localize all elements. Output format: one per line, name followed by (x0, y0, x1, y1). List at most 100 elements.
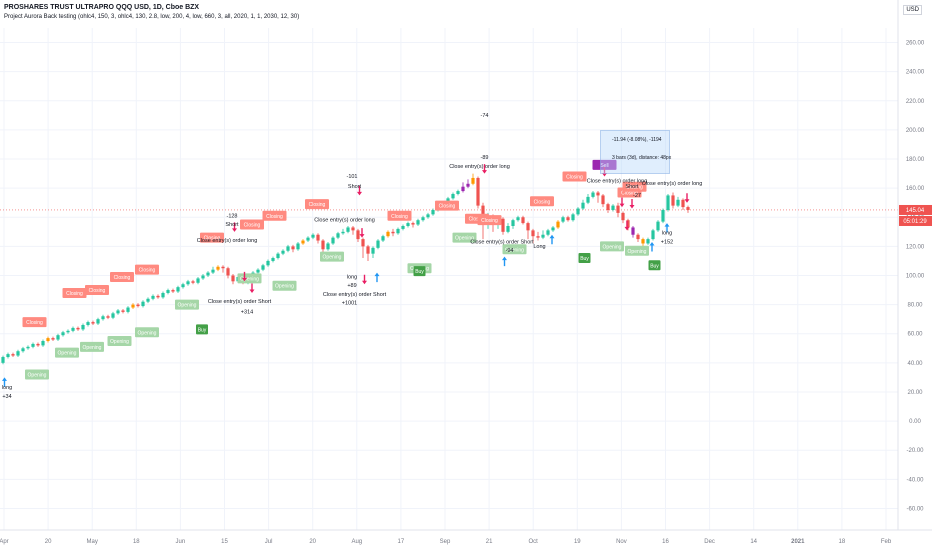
trade-label-text: Buy (650, 263, 659, 269)
candle-body (206, 272, 210, 276)
trade-label-text: Closing (626, 185, 643, 191)
candle-body (676, 199, 680, 206)
x-tick-label: Sep (440, 539, 451, 545)
trade-annotation: -128 (226, 213, 237, 219)
candle-body (171, 290, 175, 292)
trade-label-text: Closing (621, 191, 638, 197)
arrow-down-icon (242, 271, 247, 282)
candle-body (421, 217, 425, 221)
candle-body (461, 186, 465, 192)
y-tick-label: 220.00 (906, 99, 925, 105)
candle-body (101, 316, 105, 320)
trade-label-text: Opening (240, 276, 259, 282)
trade-label-text: Closing (534, 199, 551, 205)
candle-body (256, 269, 260, 273)
candle-body (56, 335, 60, 340)
candle-body (6, 354, 10, 358)
candle-body (606, 204, 610, 210)
trade-label-text: Opening (628, 249, 647, 255)
x-tick-label: Jun (176, 539, 186, 545)
x-tick-label: 16 (662, 539, 669, 545)
trade-label-text: Opening (603, 244, 622, 250)
trade-annotation: Close entry(s) order Short (470, 239, 534, 245)
signal-arrow-layer (2, 164, 690, 387)
candle-body (546, 230, 550, 235)
candle-body (336, 233, 340, 238)
last-price-badge (899, 204, 932, 215)
trade-annotation: +152 (661, 239, 673, 245)
price-axis[interactable]: 260.00240.00220.00200.00180.00160.00140.… (897, 0, 932, 530)
candle-body (446, 198, 450, 203)
trade-label-buy (196, 324, 208, 335)
trade-annotation: Close entry(s) order Short (323, 292, 387, 298)
x-tick-label: 15 (221, 539, 228, 545)
arrow-up-icon (2, 377, 7, 387)
trade-annotation: +89 (347, 283, 356, 289)
candle-body (656, 221, 660, 231)
candle-body (161, 292, 165, 298)
trade-label-text: Closing (89, 288, 106, 294)
candle-body (516, 217, 520, 221)
trade-label-text: Opening (28, 373, 47, 379)
trade-label-text: Closing (481, 218, 498, 224)
candle-body (321, 240, 325, 250)
candle-body (201, 275, 205, 279)
candle-body (231, 275, 235, 282)
trade-annotation: Close entry(s) order long (197, 238, 258, 244)
candle-body (41, 341, 45, 346)
trade-label-sell_label (22, 317, 47, 328)
candle-body (326, 243, 330, 250)
y-tick-label: 200.00 (906, 128, 925, 134)
candle-body (406, 223, 410, 226)
arrow-down-icon (629, 199, 635, 209)
candle-body (86, 322, 90, 325)
candle-body (426, 214, 430, 218)
candle-body (346, 227, 350, 232)
trade-label-text: Closing (66, 291, 83, 297)
candle-body (46, 338, 50, 342)
y-tick-label: 120.00 (906, 244, 925, 250)
measure-tooltip-line1: -11.94 (-8.08%), -1194 (612, 137, 662, 143)
trade-label-sell_label (305, 199, 329, 210)
indicator-legend[interactable]: Project Aurora Back testing (ohlc4, 150,… (4, 14, 300, 20)
candle-body (396, 228, 400, 234)
candle-body (351, 227, 355, 231)
candle-body (401, 226, 405, 229)
arrow-up-icon (649, 242, 655, 252)
candle-body (366, 246, 370, 254)
candle-body (36, 343, 40, 346)
candle-body (61, 332, 65, 336)
trade-annotation: -27 (633, 193, 641, 199)
trade-label-text: Closing (309, 202, 326, 208)
candle-body (186, 281, 190, 285)
arrow-down-icon (482, 164, 487, 174)
trade-label-text: Opening (83, 345, 102, 351)
x-tick-label: 20 (309, 539, 316, 545)
candle-body (71, 327, 75, 331)
candle-body (476, 177, 480, 206)
candle-body (96, 319, 100, 324)
candle-body (131, 304, 135, 308)
candle-body (586, 196, 590, 203)
trade-annotation: +34 (2, 394, 11, 400)
candle-body (281, 250, 285, 254)
candle-body (506, 226, 510, 232)
candle-body (556, 221, 560, 228)
trade-label-buy_faint (502, 244, 527, 255)
symbol-title[interactable]: PROSHARES TRUST ULTRAPRO QQQ USD, 1D, Cb… (4, 4, 200, 11)
candle-body (181, 284, 185, 288)
trade-annotation: Close entry(s) order long (642, 181, 703, 187)
candle-body (196, 278, 200, 283)
candle-body (681, 199, 685, 208)
time-axis[interactable]: Apr 20 May 18 Jun 15 Jul 20 Aug 17 Sep 21 Oct 19 Nov 16… (0, 529, 932, 545)
arrow-up-icon (664, 223, 670, 233)
trade-annotation: Close entry(s) order Short (208, 299, 272, 305)
x-tick-label: 19 (574, 539, 581, 545)
currency-label[interactable]: USD (903, 5, 922, 15)
trade-label-buy (648, 260, 661, 271)
trade-label-buy_faint (320, 251, 344, 262)
trade-label-buy (578, 253, 591, 264)
